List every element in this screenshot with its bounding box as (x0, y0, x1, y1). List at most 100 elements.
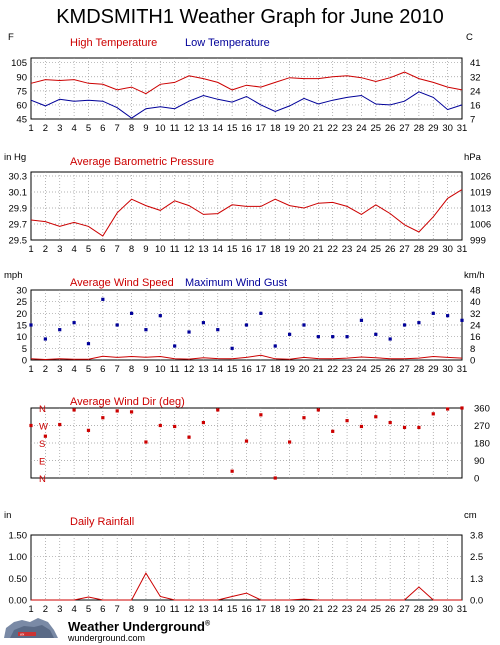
x-tick-label: 25 (371, 364, 382, 375)
data-point (288, 332, 292, 336)
y-tick-label: 29.9 (9, 204, 28, 215)
y2-tick-label: 90 (474, 456, 485, 467)
legend-entry: High Temperature (70, 37, 157, 49)
data-point (446, 407, 450, 411)
plot-frame (30, 407, 463, 479)
y2-tick-label: 0 (474, 474, 479, 485)
y2-tick-label: 3.8 (470, 531, 483, 542)
right-unit-label: cm (464, 510, 477, 521)
data-point (43, 337, 47, 341)
data-point (173, 344, 177, 348)
x-tick-label: 19 (284, 604, 295, 615)
y-tick-label: 5 (22, 344, 27, 355)
data-point (374, 415, 378, 419)
data-point (402, 323, 407, 327)
x-tick-label: 12 (184, 604, 195, 615)
x-tick-label: 1 (28, 604, 33, 615)
data-point (158, 314, 162, 318)
series-line (31, 572, 462, 601)
y2-tick-label: 7 (470, 115, 475, 126)
x-tick-label: 22 (327, 364, 338, 375)
data-point (201, 321, 205, 325)
data-point (230, 469, 234, 473)
x-tick-label: 16 (241, 364, 252, 375)
x-tick-label: 27 (399, 604, 410, 615)
x-tick-label: 14 (212, 244, 223, 255)
data-point (273, 344, 277, 348)
x-tick-label: 9 (143, 604, 148, 615)
data-point (187, 435, 191, 439)
x-tick-label: 29 (428, 364, 439, 375)
x-tick-label: 21 (313, 604, 324, 615)
x-tick-label: 17 (256, 244, 267, 255)
y2-tick-label: 1.3 (470, 574, 483, 585)
x-tick-label: 6 (100, 123, 105, 134)
data-point (259, 311, 263, 315)
compass-label: N (39, 474, 46, 485)
x-tick-label: 5 (86, 604, 91, 615)
chart-title: Average Wind Dir (deg) (70, 396, 185, 408)
data-point (158, 423, 162, 428)
x-tick-label: 4 (71, 364, 76, 375)
x-tick-label: 30 (442, 244, 453, 255)
y2-tick-label: 24 (470, 321, 481, 332)
data-point (216, 408, 220, 412)
data-point (144, 328, 148, 332)
svg-text:wx: wx (20, 633, 25, 637)
data-point (460, 406, 464, 410)
y2-tick-label: 32 (470, 72, 481, 83)
legend-entry: Average Wind Speed (70, 277, 174, 289)
x-tick-label: 7 (115, 364, 120, 375)
y-tick-label: 60 (16, 100, 27, 111)
x-tick-label: 29 (428, 123, 439, 134)
x-tick-label: 23 (342, 244, 353, 255)
data-point (388, 420, 392, 425)
data-point (359, 424, 364, 429)
x-tick-label: 11 (170, 604, 180, 615)
x-tick-label: 20 (299, 604, 310, 615)
x-tick-label: 24 (356, 123, 367, 134)
x-tick-label: 13 (198, 244, 209, 255)
x-tick-label: 28 (414, 364, 425, 375)
y-tick-label: 90 (16, 72, 27, 83)
x-tick-label: 29 (428, 244, 439, 255)
y2-tick-label: 0 (470, 356, 475, 367)
y-tick-label: 10 (16, 332, 27, 343)
x-tick-label: 13 (198, 123, 209, 134)
x-tick-label: 31 (457, 244, 468, 255)
x-tick-label: 11 (170, 123, 180, 134)
x-tick-label: 15 (227, 364, 238, 375)
data-point (331, 429, 335, 433)
x-tick-label: 27 (399, 364, 410, 375)
x-tick-label: 25 (371, 244, 382, 255)
data-point (244, 323, 249, 327)
x-tick-label: 6 (100, 604, 105, 615)
x-tick-label: 19 (284, 244, 295, 255)
x-tick-label: 22 (327, 123, 338, 134)
data-point (302, 323, 306, 327)
chart-title: Daily Rainfall (70, 516, 134, 528)
x-tick-label: 17 (256, 604, 267, 615)
right-unit-label: hPa (464, 152, 482, 163)
y2-tick-label: 41 (470, 58, 481, 69)
y-tick-label: 0.50 (9, 574, 28, 585)
data-point (230, 346, 234, 350)
x-tick-label: 6 (100, 364, 105, 375)
x-tick-label: 23 (342, 364, 353, 375)
y-tick-label: 1.00 (9, 552, 28, 563)
y-tick-label: 0.00 (9, 596, 28, 607)
x-tick-label: 4 (71, 604, 76, 615)
data-point (86, 428, 91, 432)
x-tick-label: 28 (414, 604, 425, 615)
x-tick-label: 16 (241, 604, 252, 615)
data-point (216, 328, 220, 332)
y2-tick-label: 2.5 (470, 552, 483, 563)
x-tick-label: 7 (115, 244, 120, 255)
x-tick-label: 31 (457, 123, 468, 134)
data-point (129, 311, 134, 315)
y-tick-label: 30.1 (9, 188, 28, 199)
y2-tick-label: 8 (470, 344, 475, 355)
x-tick-label: 20 (299, 244, 310, 255)
data-point (101, 297, 105, 301)
